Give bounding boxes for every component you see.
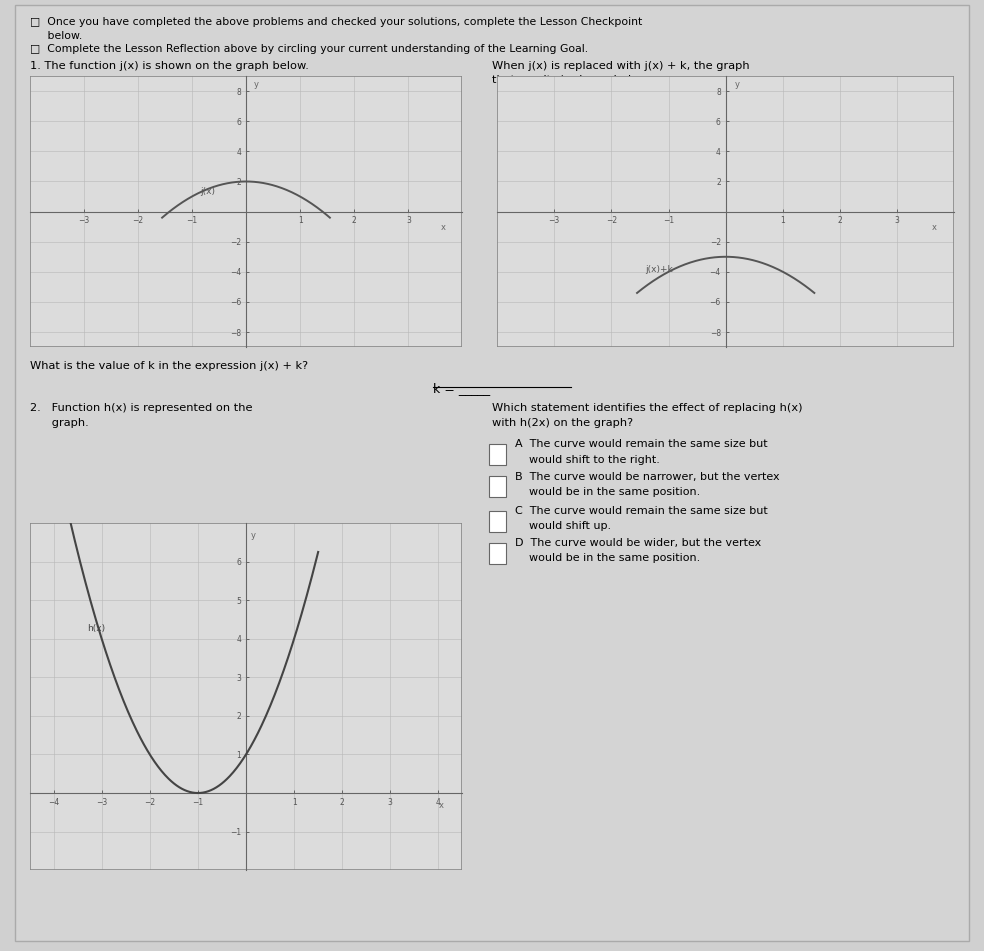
Text: x: x <box>441 223 446 232</box>
Text: 2.   Function h(x) is represented on the: 2. Function h(x) is represented on the <box>30 403 252 414</box>
Text: When j(x) is replaced with j(x) + k, the graph: When j(x) is replaced with j(x) + k, the… <box>492 61 750 71</box>
Text: A  The curve would remain the same size but: A The curve would remain the same size b… <box>515 439 768 450</box>
Text: would shift to the right.: would shift to the right. <box>515 455 659 465</box>
Text: y: y <box>734 80 739 88</box>
Bar <box>489 511 506 532</box>
Bar <box>497 76 954 347</box>
Text: would shift up.: would shift up. <box>515 521 611 532</box>
Text: y: y <box>254 80 259 88</box>
Bar <box>30 76 462 347</box>
Text: j(x)+k: j(x)+k <box>646 264 673 274</box>
Text: 1. The function j(x) is shown on the graph below.: 1. The function j(x) is shown on the gra… <box>30 61 308 71</box>
Text: h(x): h(x) <box>88 624 105 633</box>
Text: j(x): j(x) <box>200 186 215 196</box>
Text: C  The curve would remain the same size but: C The curve would remain the same size b… <box>515 506 768 516</box>
Text: would be in the same position.: would be in the same position. <box>515 487 700 497</box>
Text: B  The curve would be narrower, but the vertex: B The curve would be narrower, but the v… <box>515 472 779 482</box>
Text: □  Complete the Lesson Reflection above by circling your current understanding o: □ Complete the Lesson Reflection above b… <box>30 44 587 54</box>
Text: with h(2x) on the graph?: with h(2x) on the graph? <box>492 418 633 429</box>
Text: □  Once you have completed the above problems and checked your solutions, comple: □ Once you have completed the above prob… <box>30 17 642 28</box>
FancyBboxPatch shape <box>15 5 969 941</box>
Text: below.: below. <box>30 31 82 42</box>
Text: What is the value of k in the expression j(x) + k?: What is the value of k in the expression… <box>30 361 308 372</box>
Text: k = _____: k = _____ <box>433 382 490 396</box>
Text: x: x <box>932 223 937 232</box>
Text: that results is shown below.: that results is shown below. <box>492 75 650 86</box>
Text: Which statement identifies the effect of replacing h(x): Which statement identifies the effect of… <box>492 403 803 414</box>
Text: graph.: graph. <box>30 418 89 429</box>
Text: x: x <box>439 802 444 810</box>
Bar <box>489 476 506 497</box>
Text: y: y <box>251 532 256 540</box>
Bar <box>30 523 462 870</box>
Text: would be in the same position.: would be in the same position. <box>515 553 700 564</box>
Bar <box>489 444 506 465</box>
Bar <box>489 543 506 564</box>
Text: D  The curve would be wider, but the vertex: D The curve would be wider, but the vert… <box>515 538 761 549</box>
